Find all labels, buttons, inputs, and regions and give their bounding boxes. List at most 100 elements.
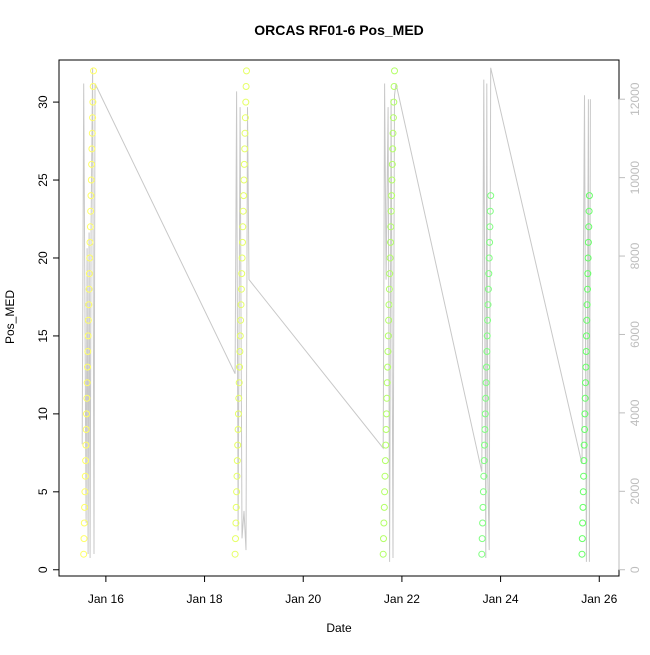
data-point <box>239 238 246 246</box>
data-point <box>384 363 392 371</box>
data-point <box>582 348 590 355</box>
data-point <box>242 83 250 90</box>
y2-tick-label: 10000 <box>628 161 642 195</box>
y2-tick-label: 8000 <box>628 242 642 269</box>
data-point <box>243 67 250 75</box>
data-point <box>486 238 494 246</box>
data-point <box>480 457 488 465</box>
data-point <box>388 160 396 168</box>
data-point <box>83 394 91 402</box>
data-point <box>235 379 243 387</box>
data-point <box>236 332 244 340</box>
data-point <box>487 192 495 200</box>
data-point <box>486 207 494 215</box>
data-point <box>478 550 486 558</box>
data-point <box>81 472 89 480</box>
data-point <box>580 472 588 480</box>
data-point <box>388 176 396 184</box>
data-point <box>584 238 592 246</box>
data-point <box>479 488 487 496</box>
data-point <box>240 176 248 184</box>
data-point <box>583 316 591 324</box>
data-point <box>386 270 394 278</box>
y2-axis: 0 2000 4000 6000 8000 10000 12000 <box>618 82 642 573</box>
data-point <box>81 503 89 511</box>
data-point <box>386 254 394 262</box>
data-point <box>86 223 94 231</box>
data-point <box>84 316 92 324</box>
y-tick-label: 5 <box>36 488 50 495</box>
data-point <box>385 316 393 324</box>
data-point <box>379 550 387 558</box>
data-point <box>482 379 490 387</box>
data-point <box>482 394 490 402</box>
data-point <box>484 285 492 293</box>
data-point <box>241 114 249 122</box>
data-point <box>238 270 246 278</box>
data-point <box>483 348 491 355</box>
data-point <box>584 285 591 293</box>
data-point <box>89 83 97 90</box>
data-point <box>87 192 95 200</box>
data-point <box>585 223 593 231</box>
data-point <box>390 98 398 106</box>
data-point <box>88 129 96 137</box>
data-point <box>84 363 91 371</box>
data-point <box>238 254 246 262</box>
y-tick-label: 30 <box>36 95 50 109</box>
data-point <box>583 332 590 340</box>
data-point <box>235 394 243 402</box>
data-point <box>578 535 586 543</box>
data-point <box>383 394 391 402</box>
data-point <box>384 332 392 340</box>
y2-tick-label: 0 <box>628 566 642 573</box>
data-point <box>484 301 492 309</box>
y-axis: 0 5 10 15 20 25 30 <box>36 95 60 573</box>
y2-tick-label: 6000 <box>628 321 642 348</box>
data-point <box>585 192 593 200</box>
data-point <box>237 301 245 309</box>
data-point <box>84 348 92 355</box>
data-point <box>583 301 591 309</box>
data-point <box>582 363 590 371</box>
data-point <box>85 285 93 293</box>
points-layer <box>80 67 593 558</box>
altitude-line <box>81 67 591 562</box>
data-point <box>383 379 391 387</box>
data-point <box>88 160 96 168</box>
data-point <box>485 254 493 262</box>
y-axis-label: Pos_MED <box>3 290 17 344</box>
data-point <box>241 129 249 137</box>
x-tick-label: Jan 20 <box>285 592 321 606</box>
data-point <box>231 550 239 558</box>
data-point <box>232 503 240 511</box>
data-point <box>236 348 244 355</box>
data-point <box>382 441 390 449</box>
x-axis: Jan 16 Jan 18 Jan 20 Jan 22 Jan 24 Jan 26 <box>88 575 618 606</box>
data-point <box>484 316 492 324</box>
data-point <box>381 457 389 465</box>
data-point <box>382 426 390 433</box>
data-point <box>384 348 392 355</box>
x-tick-label: Jan 18 <box>187 592 223 606</box>
x-tick-label: Jan 22 <box>384 592 420 606</box>
data-point <box>581 394 589 402</box>
data-point <box>233 457 241 465</box>
data-point <box>241 145 249 153</box>
data-point <box>578 550 586 558</box>
data-point <box>237 316 245 324</box>
data-point <box>481 410 489 418</box>
x-tick-label: Jan 24 <box>483 592 519 606</box>
data-point <box>83 410 90 418</box>
chart-title: ORCAS RF01-6 Pos_MED <box>254 22 424 38</box>
x-axis-label: Date <box>326 621 352 635</box>
data-point <box>381 488 389 496</box>
data-point <box>385 285 393 293</box>
x-tick-label: Jan 16 <box>88 592 124 606</box>
data-point <box>478 535 486 543</box>
data-point <box>579 503 587 511</box>
y-tick-label: 0 <box>36 566 50 573</box>
data-point <box>90 67 97 75</box>
data-point <box>579 519 587 527</box>
data-point <box>581 410 589 418</box>
